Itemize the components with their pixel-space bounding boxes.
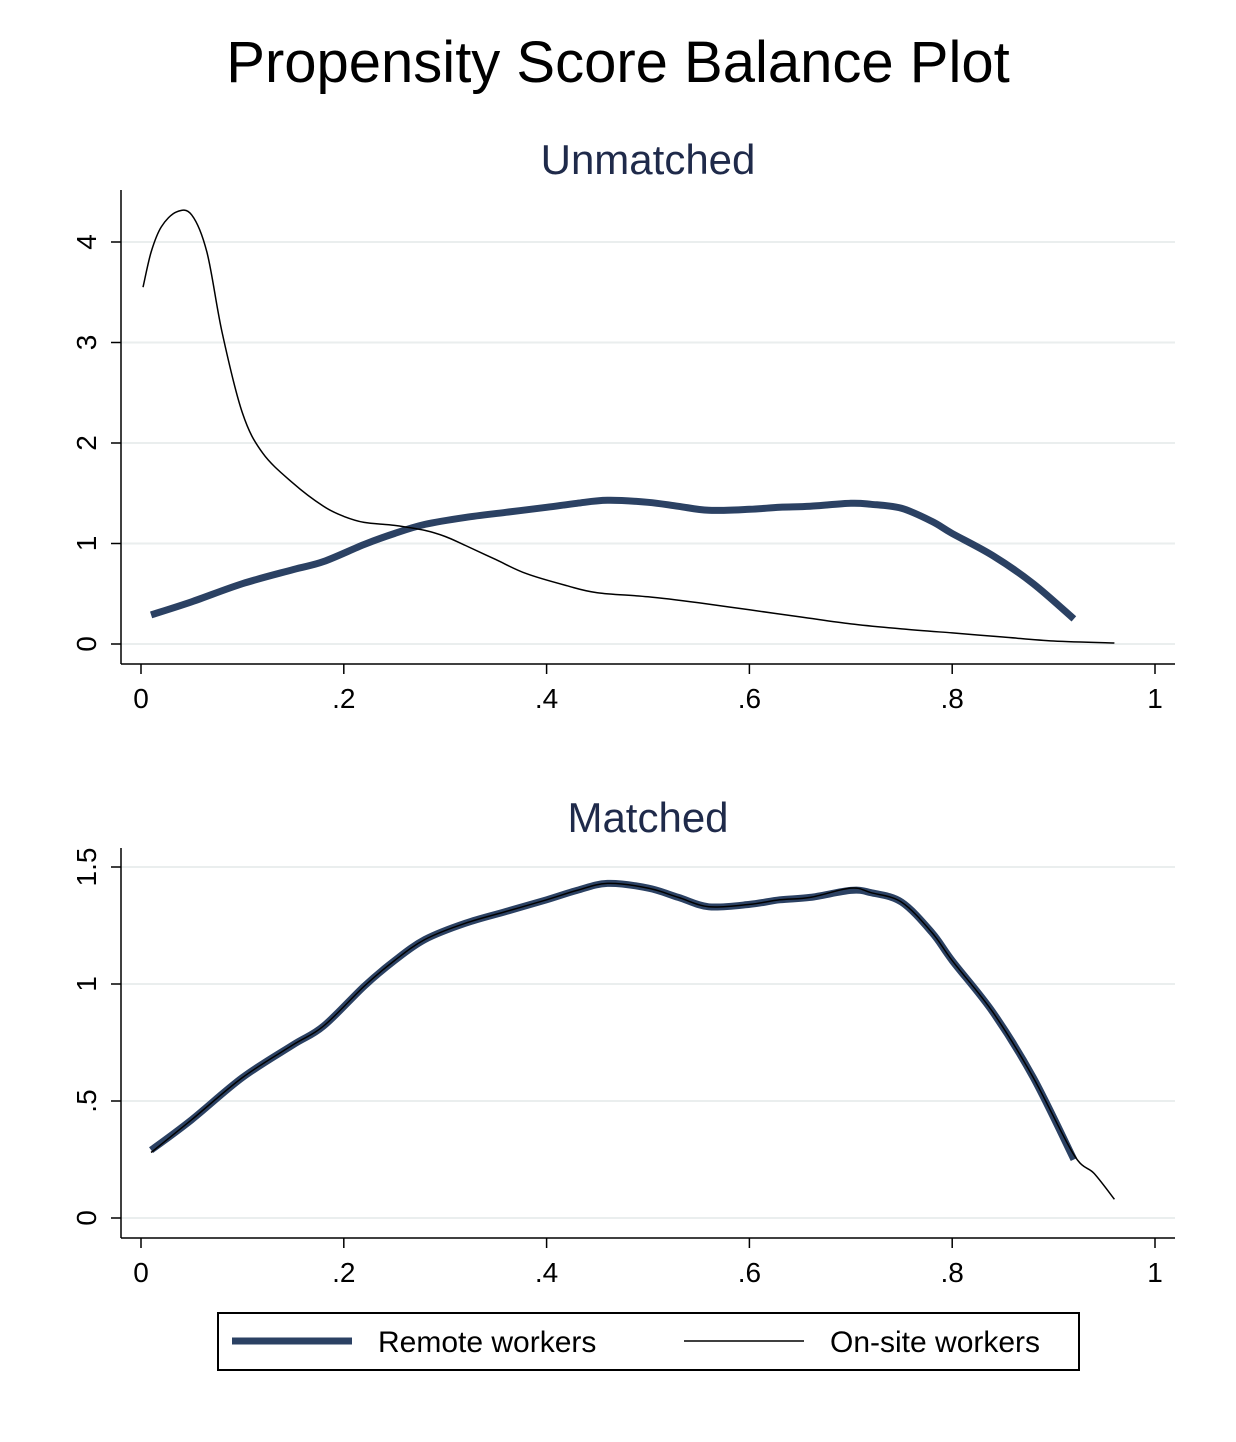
y-tick-label: 0 [71,1210,102,1226]
y-tick-label: 3 [71,335,102,351]
y-tick-label: .5 [71,1089,102,1112]
x-tick-label: 0 [133,1257,149,1288]
panel-title: Matched [567,794,728,841]
x-tick-label: 1 [1147,683,1163,714]
x-tick-label: .6 [738,1257,761,1288]
x-tick-label: 0 [133,683,149,714]
x-tick-label: .2 [332,683,355,714]
series-line-remote [150,496,1077,622]
legend-remote-label: Remote workers [378,1326,596,1359]
panel-title: Unmatched [541,136,756,183]
legend-onsite-label: On-site workers [830,1326,1040,1359]
series-line-onsite [142,209,1115,644]
legend-box [217,1312,1080,1371]
matched-panel: Matched 0 .5 1 1.5 0 .2 .4 .6 .8 1 [71,794,1175,1288]
x-tick-label: .8 [941,683,964,714]
x-tick-label: .4 [535,683,558,714]
x-tick-label: .8 [941,1257,964,1288]
x-tick-label: .4 [535,1257,558,1288]
y-tick-label: 1 [71,536,102,552]
series-line-onsite [150,882,1115,1200]
y-tick-label: 4 [71,234,102,250]
y-tick-label: 1 [71,976,102,992]
x-tick-label: 1 [1147,1257,1163,1288]
x-tick-label: .6 [738,683,761,714]
chart-title: Propensity Score Balance Plot [226,30,1009,95]
y-tick-label: 1.5 [71,848,102,887]
unmatched-panel: Unmatched 0 1 2 3 4 0 .2 .4 .6 .8 1 [71,136,1175,714]
series-line-remote [149,879,1078,1162]
x-tick-label: .2 [332,1257,355,1288]
legend: Remote workers On-site workers [217,1312,1080,1371]
y-tick-label: 0 [71,636,102,652]
y-tick-label: 2 [71,435,102,451]
